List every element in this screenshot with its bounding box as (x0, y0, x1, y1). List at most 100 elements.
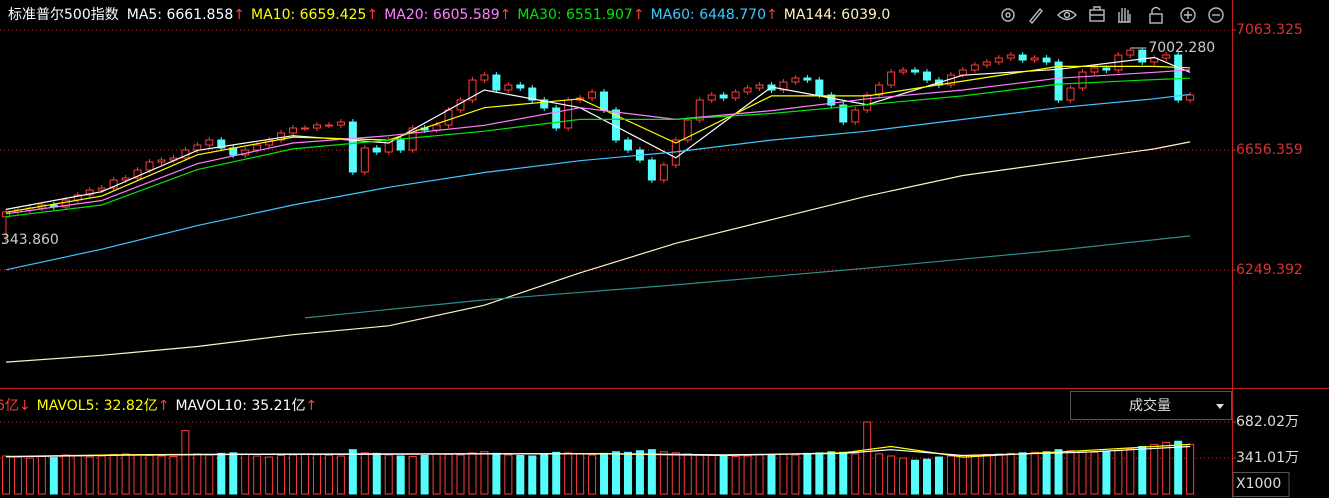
volume-bar (946, 455, 955, 495)
candle-body (157, 159, 166, 163)
candle-body (1138, 49, 1147, 63)
trend-arrow: ↑ (500, 7, 512, 23)
candle-body (647, 159, 656, 181)
hand-icon[interactable] (1118, 8, 1131, 23)
candle-body (1030, 57, 1039, 61)
volume-bar (815, 452, 824, 495)
volume-bar (683, 453, 692, 495)
candle-body (695, 99, 704, 121)
annotation: 6343.860 (0, 232, 59, 248)
draw-icon[interactable] (1029, 7, 1043, 25)
volume-bar (157, 455, 166, 495)
volume-bar (528, 455, 537, 495)
legend-entry: MA144: 6039.0 (784, 7, 891, 23)
volume-bar (863, 421, 872, 495)
volume-bar (552, 451, 561, 495)
candle-body (253, 144, 262, 151)
candle-body (1054, 61, 1063, 101)
volume-bar (623, 451, 632, 495)
volume-bar (1078, 451, 1087, 495)
volume-bar (839, 451, 848, 495)
volume-bar (982, 453, 991, 495)
candle-body (336, 121, 345, 126)
trend-arrow: ↑ (233, 7, 245, 23)
candle-body (289, 127, 298, 134)
candle-body (193, 144, 202, 151)
candle-body (540, 99, 549, 109)
volume-bar (743, 455, 752, 495)
zoom-out-icon[interactable] (1208, 7, 1224, 23)
candle-body (97, 187, 106, 191)
candle-body (851, 109, 860, 123)
candle-body (600, 91, 609, 111)
volume-bar (731, 456, 740, 495)
volume-bar (265, 456, 274, 495)
candle-body (875, 84, 884, 96)
volume-bar (444, 453, 453, 495)
volume-label: 6亿 (0, 398, 19, 414)
legend-entry: MA30: 6551.907 (517, 7, 632, 23)
volume-bar (970, 454, 979, 495)
plot-area: 6249.392 6656.359 7063.325 7002.280 6343.860… (0, 22, 1303, 495)
volume-bar (193, 453, 202, 495)
volume-bar (934, 456, 943, 495)
lock-icon[interactable] (1149, 6, 1163, 24)
trend-arrow: ↑ (366, 7, 378, 23)
dropdown-arrow (1216, 404, 1224, 409)
volume-bar (121, 453, 130, 495)
volume-bar (1054, 449, 1063, 495)
volume-bar (384, 454, 393, 495)
candle-body (1018, 54, 1027, 61)
y-tick-label: 682.02万 (1236, 414, 1299, 430)
candle-body (121, 177, 130, 181)
volume-selector[interactable]: 成交量 (1070, 391, 1232, 420)
candle-body (982, 61, 991, 66)
candle-body (922, 71, 931, 81)
y-tick-label: 7063.325 (1236, 22, 1303, 38)
volume-bar (791, 454, 800, 495)
candle-body (205, 139, 214, 146)
candle-body (815, 79, 824, 96)
toolbox-icon[interactable] (1089, 6, 1105, 22)
candle-body (994, 57, 1003, 63)
candle-body (863, 94, 872, 111)
volume-bar (1150, 443, 1159, 495)
volume-bar (13, 456, 22, 495)
volume-bar (396, 455, 405, 495)
candle-body (301, 127, 310, 130)
y-tick-label: 6249.392 (1236, 262, 1303, 278)
volume-bar (887, 455, 896, 495)
unit-box (1232, 472, 1290, 497)
candle-body (444, 109, 453, 126)
candle-body (659, 164, 668, 181)
candle-body (480, 74, 489, 81)
settings-icon[interactable] (1001, 8, 1015, 22)
volume-bar (635, 450, 644, 495)
volume-bar (1114, 450, 1123, 495)
candle-body (468, 79, 477, 101)
eye-icon[interactable] (1057, 9, 1077, 21)
volume-bar (229, 452, 238, 495)
volume-bar (241, 453, 250, 495)
volume-bar (432, 453, 441, 495)
volume-bar (612, 451, 620, 495)
candle-body (492, 74, 501, 91)
volume-bar (1138, 445, 1147, 495)
zoom-in-icon[interactable] (1180, 7, 1196, 23)
volume-bar (336, 455, 345, 495)
volume-bar (97, 455, 106, 495)
candle-body (1102, 67, 1111, 71)
annotation: 7002.280 (1148, 40, 1215, 56)
candle-body (552, 107, 561, 129)
candle-body (516, 84, 525, 89)
legend-entry: MAVOL10: 35.21亿 (175, 398, 305, 414)
candle-body (623, 139, 632, 151)
volume-bar (324, 454, 333, 495)
volume-bar (994, 453, 1003, 495)
volume-bar (145, 454, 154, 495)
volume-bar (755, 454, 764, 495)
volume-bar (707, 454, 716, 495)
trend-arrow: ↑ (766, 7, 778, 23)
